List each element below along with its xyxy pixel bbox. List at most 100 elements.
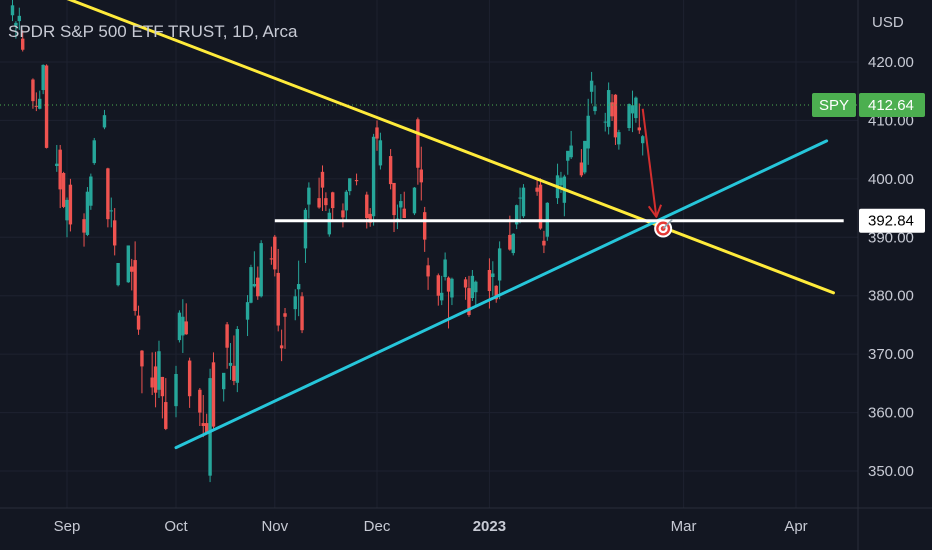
candle-body	[256, 277, 260, 297]
candle-body	[491, 273, 495, 278]
candle-body	[354, 180, 359, 182]
y-tick-label: 380.00	[868, 288, 914, 305]
candle-body	[89, 176, 93, 206]
price-badge-bg	[859, 93, 925, 118]
currency-label: USD	[872, 14, 904, 31]
y-tick-label: 370.00	[868, 346, 914, 363]
candle-body	[136, 315, 141, 330]
x-tick-label: 2023	[473, 518, 506, 535]
candle-body	[348, 178, 352, 192]
candle-body	[436, 275, 441, 296]
candle-body	[535, 187, 539, 192]
candle-body	[245, 302, 250, 320]
candle-body	[419, 169, 423, 183]
candle-body	[249, 267, 253, 303]
y-tick-label: 400.00	[868, 171, 914, 188]
candle-body	[610, 102, 614, 117]
candle-body	[55, 163, 59, 167]
candle-body	[559, 177, 563, 186]
candle-body	[317, 198, 321, 208]
candle-body	[232, 365, 236, 382]
candle-body	[641, 136, 645, 144]
candle-body	[38, 98, 42, 109]
candle-body	[34, 105, 39, 107]
candle-body	[583, 140, 587, 173]
candle-body	[402, 208, 406, 219]
candle-body	[589, 80, 594, 92]
candle-body	[518, 197, 522, 199]
candle-body	[443, 259, 447, 278]
candle-body	[153, 366, 158, 393]
candle-body	[228, 362, 233, 366]
candle-body	[412, 187, 417, 214]
candle-body	[225, 324, 229, 348]
candle-body	[446, 277, 451, 292]
last-price-badge: SPY 412.64	[812, 93, 925, 118]
candle-body	[58, 149, 62, 190]
candle-body	[307, 187, 311, 205]
candle-body	[474, 281, 478, 293]
candle-body	[613, 94, 618, 138]
candle-body	[426, 265, 430, 277]
support-trendline[interactable]	[174, 139, 829, 450]
candle-body	[365, 194, 369, 219]
candle-body	[566, 150, 570, 161]
candle-body	[606, 90, 611, 127]
candle-body	[579, 162, 584, 176]
candle-body	[569, 145, 573, 158]
candle-body	[68, 184, 73, 225]
candle-body	[538, 184, 543, 229]
candle-body	[187, 360, 192, 397]
candle-body	[637, 127, 641, 131]
candle-body	[470, 275, 475, 299]
level-tag-bg	[859, 208, 925, 233]
candles	[10, 0, 645, 483]
candle-body	[181, 316, 185, 336]
x-tick-label: Mar	[671, 518, 697, 535]
candle-body	[252, 284, 257, 287]
candle-body	[586, 115, 590, 149]
x-tick-label: Sep	[54, 518, 81, 535]
candle-body	[521, 187, 526, 217]
candle-body	[92, 140, 96, 164]
candle-body	[440, 292, 444, 301]
candle-body	[106, 168, 110, 220]
candle-body	[65, 199, 69, 221]
candle-body	[174, 374, 178, 407]
candle-body	[160, 376, 165, 397]
candle-body	[184, 321, 188, 335]
resistance-trendline[interactable]	[19, 0, 835, 295]
candle-body	[603, 121, 607, 123]
candle-body	[416, 119, 420, 168]
candle-body	[222, 372, 226, 390]
candle-body	[276, 272, 280, 326]
candle-body	[259, 243, 263, 297]
candle-body	[388, 156, 393, 185]
candle-body	[293, 296, 297, 310]
candle-body	[634, 97, 638, 119]
candle-body	[61, 173, 66, 207]
candle-body	[514, 205, 519, 225]
candle-body	[375, 127, 379, 139]
candle-body	[140, 350, 144, 367]
candle-body	[17, 15, 22, 22]
candle-body	[102, 115, 107, 128]
candle-body	[303, 209, 308, 249]
candle-body	[211, 362, 216, 427]
candle-body	[41, 64, 45, 91]
level-tag-text: 392.84	[868, 213, 914, 230]
trendlines	[0, 0, 858, 450]
candle-body	[279, 345, 284, 349]
candle-body	[450, 278, 454, 298]
candle-body	[344, 191, 349, 211]
candle-body	[320, 171, 325, 188]
y-tick-label: 360.00	[868, 405, 914, 422]
candle-body	[630, 105, 635, 114]
candle-body	[44, 65, 49, 148]
symbol-badge-text: SPY	[819, 97, 849, 114]
candle-body	[467, 288, 471, 315]
target-icon	[654, 218, 673, 238]
x-tick-label: Dec	[364, 518, 391, 535]
